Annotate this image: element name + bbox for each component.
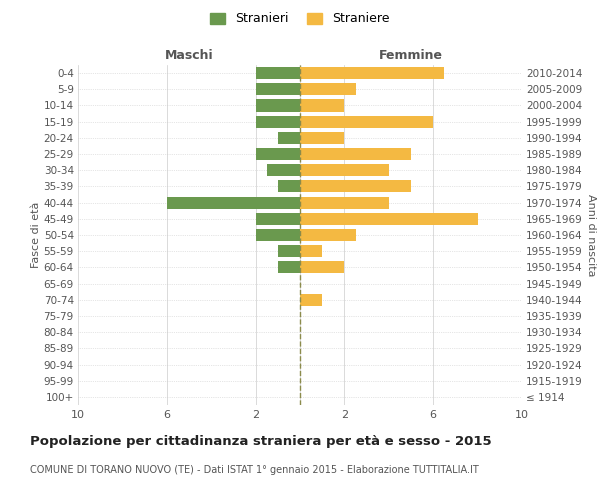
- Bar: [278, 132, 300, 144]
- Text: Maschi: Maschi: [164, 49, 214, 62]
- Bar: [300, 245, 322, 258]
- Y-axis label: Anni di nascita: Anni di nascita: [586, 194, 596, 276]
- Bar: [256, 212, 300, 225]
- Bar: [300, 116, 433, 128]
- Bar: [278, 245, 300, 258]
- Bar: [300, 262, 344, 274]
- Bar: [278, 262, 300, 274]
- Bar: [256, 148, 300, 160]
- Bar: [300, 229, 356, 241]
- Legend: Stranieri, Straniere: Stranieri, Straniere: [206, 8, 394, 29]
- Bar: [256, 116, 300, 128]
- Text: Popolazione per cittadinanza straniera per età e sesso - 2015: Popolazione per cittadinanza straniera p…: [30, 435, 491, 448]
- Text: Femmine: Femmine: [379, 49, 443, 62]
- Bar: [167, 196, 300, 208]
- Bar: [256, 100, 300, 112]
- Bar: [256, 67, 300, 79]
- Bar: [300, 294, 322, 306]
- Bar: [256, 83, 300, 96]
- Bar: [300, 148, 411, 160]
- Bar: [300, 83, 356, 96]
- Bar: [300, 132, 344, 144]
- Bar: [300, 164, 389, 176]
- Bar: [300, 196, 389, 208]
- Bar: [300, 180, 411, 192]
- Text: COMUNE DI TORANO NUOVO (TE) - Dati ISTAT 1° gennaio 2015 - Elaborazione TUTTITAL: COMUNE DI TORANO NUOVO (TE) - Dati ISTAT…: [30, 465, 479, 475]
- Bar: [267, 164, 300, 176]
- Bar: [300, 67, 445, 79]
- Y-axis label: Fasce di età: Fasce di età: [31, 202, 41, 268]
- Bar: [278, 180, 300, 192]
- Bar: [256, 229, 300, 241]
- Bar: [300, 100, 344, 112]
- Bar: [300, 212, 478, 225]
